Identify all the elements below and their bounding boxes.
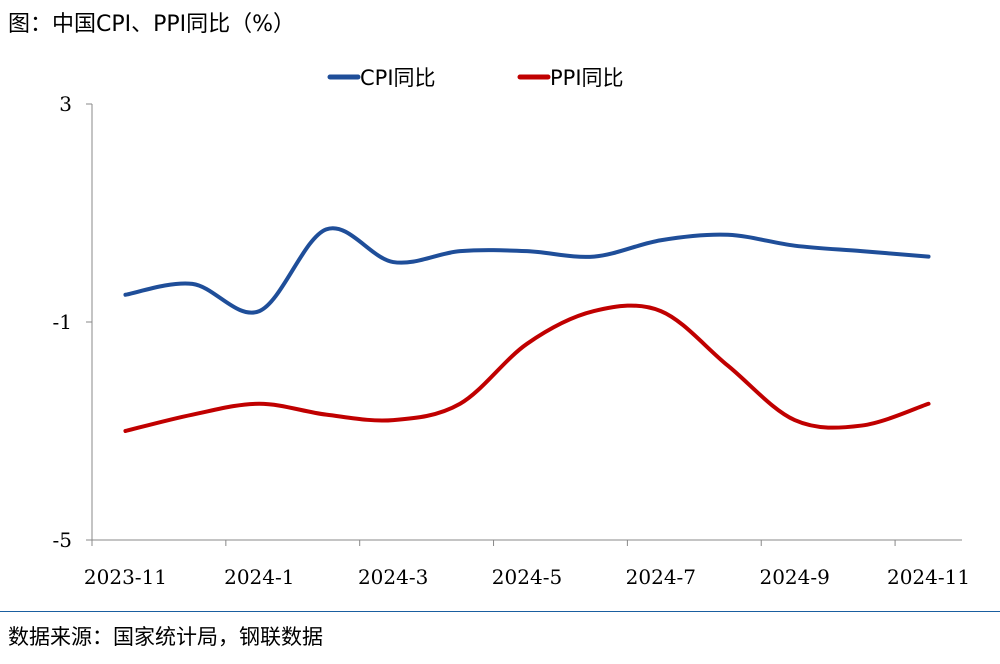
x-tick-label: 2024-3: [358, 565, 428, 589]
x-tick-label: 2024-11: [887, 565, 970, 589]
x-tick-label: 2024-9: [759, 565, 829, 589]
y-tick-label: -5: [53, 528, 72, 552]
x-tick-label: 2023-11: [84, 565, 167, 589]
x-tick-label: 2024-5: [492, 565, 562, 589]
legend-label-ppi: PPI同比: [550, 66, 624, 90]
divider-line: [0, 611, 1000, 612]
figure-title: 图：中国CPI、PPI同比（%）: [8, 12, 296, 37]
x-tick-label: 2024-1: [224, 565, 294, 589]
series-line-cpi: [123, 226, 931, 315]
line-chart: 3 -1 -5 2023-11 2024-1 2024-3 2024-5 2024-7 2024…: [53, 66, 971, 589]
legend-label-cpi: CPI同比: [360, 66, 436, 90]
y-tick-label: -1: [53, 310, 72, 334]
chart-series: [123, 226, 931, 433]
y-tick-label: 3: [59, 92, 72, 116]
data-source-note: 数据来源：国家统计局，钢联数据: [8, 625, 323, 649]
x-tick-label: 2024-7: [626, 565, 696, 589]
chart-axes: 3 -1 -5 2023-11 2024-1 2024-3 2024-5 2024-7 2024…: [53, 92, 971, 589]
chart-legend: CPI同比 PPI同比: [327, 66, 624, 90]
series-line-ppi: [123, 303, 931, 433]
